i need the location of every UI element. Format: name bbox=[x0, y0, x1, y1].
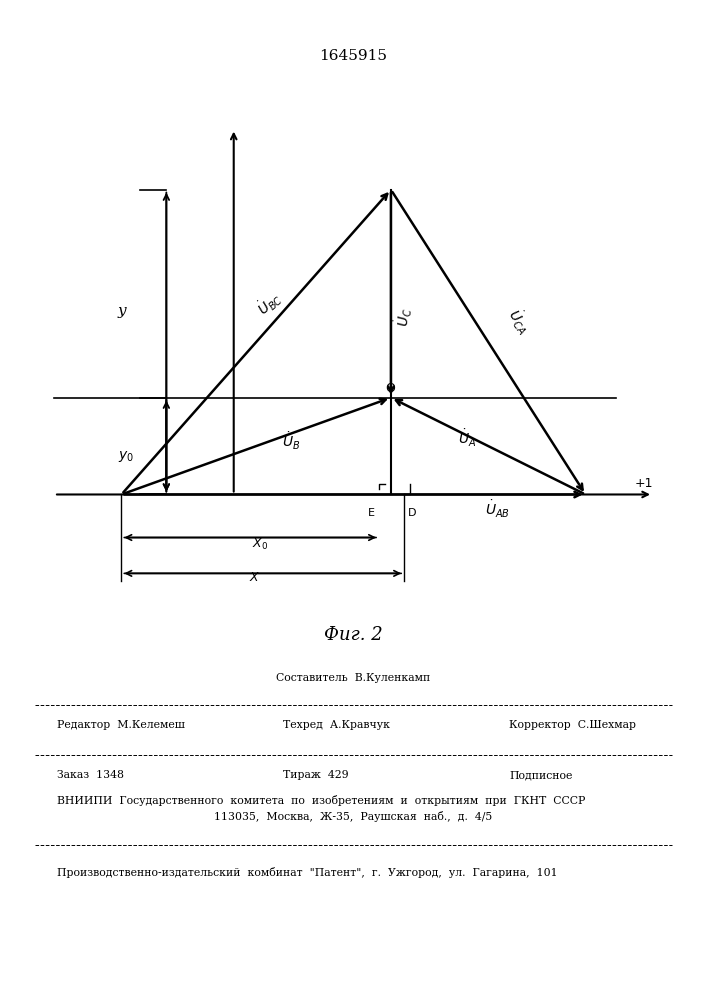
Text: Фиг. 2: Фиг. 2 bbox=[324, 626, 383, 644]
Text: Составитель  В.Куленкамп: Составитель В.Куленкамп bbox=[276, 673, 431, 683]
Text: D: D bbox=[408, 508, 416, 518]
Text: Редактор  М.Келемеш: Редактор М.Келемеш bbox=[57, 720, 185, 730]
Text: Подписное: Подписное bbox=[509, 770, 573, 780]
Text: $X$: $X$ bbox=[249, 571, 260, 584]
Text: +1: +1 bbox=[634, 477, 653, 490]
Text: $\dot{U}_{CA}$: $\dot{U}_{CA}$ bbox=[503, 305, 535, 338]
Text: $\dot{U}_{B}$: $\dot{U}_{B}$ bbox=[282, 431, 300, 452]
Text: Производственно-издательский  комбинат  "Патент",  г.  Ужгород,  ул.  Гагарина, : Производственно-издательский комбинат "П… bbox=[57, 866, 557, 878]
Text: 113035,  Москва,  Ж-35,  Раушская  наб.,  д.  4/5: 113035, Москва, Ж-35, Раушская наб., д. … bbox=[214, 812, 493, 822]
Text: 1645915: 1645915 bbox=[320, 49, 387, 63]
Text: O: O bbox=[385, 382, 395, 395]
Text: $\dot{U}_{A}$: $\dot{U}_{A}$ bbox=[458, 428, 477, 449]
Text: Техред  А.Кравчук: Техред А.Кравчук bbox=[283, 720, 390, 730]
Text: $\dot{U}_{AB}$: $\dot{U}_{AB}$ bbox=[484, 499, 510, 520]
Text: Тираж  429: Тираж 429 bbox=[283, 770, 349, 780]
Text: ВНИИПИ  Государственного  комитета  по  изобретениям  и  открытиям  при  ГКНТ  С: ВНИИПИ Государственного комитета по изоб… bbox=[57, 794, 585, 806]
Text: $y_0$: $y_0$ bbox=[117, 449, 134, 464]
Text: Корректор  С.Шехмар: Корректор С.Шехмар bbox=[509, 720, 636, 730]
Text: E: E bbox=[368, 508, 375, 518]
Text: y: y bbox=[117, 304, 127, 318]
Text: $X_0$: $X_0$ bbox=[252, 537, 269, 552]
Text: $\dot{U}_{C}$: $\dot{U}_{C}$ bbox=[393, 307, 414, 327]
Text: Заказ  1348: Заказ 1348 bbox=[57, 770, 124, 780]
Text: $\dot{U}_{BC}$: $\dot{U}_{BC}$ bbox=[252, 287, 286, 320]
